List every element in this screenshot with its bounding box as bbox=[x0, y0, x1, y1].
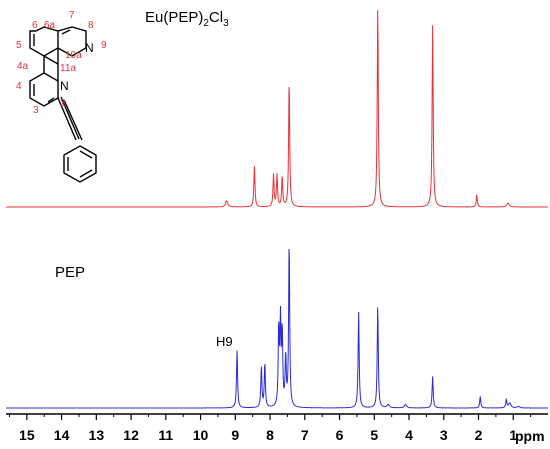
pep-label: PEP bbox=[55, 264, 85, 281]
peak-eu-complex-1 bbox=[253, 164, 255, 166]
bond-double-4 bbox=[47, 97, 55, 103]
h9-annotation: H9 bbox=[216, 334, 233, 349]
x-tick-label-3: 3 bbox=[440, 427, 448, 443]
peak-eu-complex-5 bbox=[288, 79, 290, 81]
atom-label-4a: 4a bbox=[17, 61, 29, 72]
atom-label-6: 6 bbox=[32, 20, 38, 31]
nitrogen-atom-2: N bbox=[60, 79, 69, 93]
molecular-structure: N N 6 7 8 5 6a 9 4a 10a 11a 4 2 3 bbox=[16, 10, 107, 183]
atom-label-9: 9 bbox=[101, 40, 107, 51]
eu-complex-label: Eu(PEP)2Cl3 bbox=[145, 9, 229, 29]
x-tick-label-8: 8 bbox=[266, 427, 274, 443]
structure-bonds bbox=[29, 26, 97, 183]
nitrogen-atom-1: N bbox=[85, 41, 94, 55]
bond-benzene bbox=[63, 145, 97, 183]
peak-pep-9 bbox=[377, 304, 379, 306]
peak-pep-0 bbox=[236, 349, 238, 351]
x-tick-label-6: 6 bbox=[336, 427, 344, 443]
bond-alkyne-left bbox=[57, 97, 77, 141]
x-tick-label-9: 9 bbox=[231, 427, 239, 443]
x-tick-label-10: 10 bbox=[193, 427, 209, 443]
atom-label-4: 4 bbox=[16, 81, 22, 92]
x-axis-ticks: 15 14 13 12 11 10 9 8 7 6 5 4 3 2 1 bbox=[8, 414, 532, 443]
x-tick-label-5: 5 bbox=[370, 427, 378, 443]
atom-label-8: 8 bbox=[88, 20, 94, 31]
atom-number-labels: 6 7 8 5 6a 9 4a 10a 11a 4 2 3 bbox=[16, 10, 107, 116]
bond-ring-c bbox=[29, 56, 59, 107]
bond-benzene-double-2 bbox=[79, 150, 93, 159]
peak-eu-complex-6 bbox=[377, 4, 379, 6]
bond-double-2 bbox=[61, 29, 71, 35]
x-tick-label-11: 11 bbox=[158, 427, 173, 443]
bond-ring-a bbox=[29, 26, 59, 57]
atom-label-3: 3 bbox=[33, 105, 39, 116]
x-tick-label-2: 2 bbox=[475, 427, 483, 443]
spectra-traces bbox=[6, 4, 548, 409]
x-tick-label-4: 4 bbox=[405, 427, 413, 443]
x-tick-label-13: 13 bbox=[89, 427, 105, 443]
x-tick-label-7: 7 bbox=[301, 427, 309, 443]
peak-pep-7 bbox=[288, 241, 290, 243]
x-axis-label: ppm bbox=[515, 428, 545, 444]
atom-label-6a: 6a bbox=[44, 20, 56, 31]
atom-label-2: 2 bbox=[60, 98, 66, 109]
atom-label-10a: 10a bbox=[65, 50, 82, 61]
peak-pep-2 bbox=[264, 362, 266, 364]
atom-label-11a: 11a bbox=[60, 63, 76, 74]
atom-label-7: 7 bbox=[69, 10, 75, 21]
atom-label-5: 5 bbox=[16, 40, 22, 51]
x-tick-label-15: 15 bbox=[19, 427, 35, 443]
spectrum-trace-eu-complex bbox=[6, 9, 548, 208]
spectrum-trace-pep bbox=[6, 248, 548, 409]
x-tick-label-1: 1 bbox=[509, 427, 517, 443]
bond-alkyne-inner bbox=[63, 99, 83, 141]
bond-benzene-double-3 bbox=[79, 169, 93, 178]
x-tick-label-14: 14 bbox=[54, 427, 70, 443]
bond-ring-b bbox=[57, 26, 87, 57]
bond-alkyne-right bbox=[60, 96, 80, 140]
bond-center-b bbox=[43, 55, 59, 65]
x-tick-label-12: 12 bbox=[123, 427, 139, 443]
